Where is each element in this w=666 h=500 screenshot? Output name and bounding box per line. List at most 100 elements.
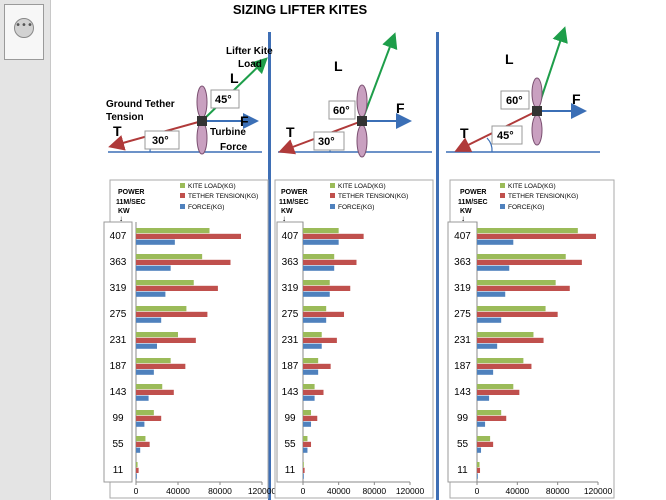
bar bbox=[136, 462, 138, 468]
angle-top-label: 60° bbox=[506, 95, 523, 107]
category-label: 99 bbox=[284, 413, 296, 424]
power-axis-label-line1: POWER bbox=[281, 189, 307, 196]
L-label: L bbox=[505, 51, 514, 67]
bar bbox=[136, 254, 203, 260]
bar bbox=[136, 337, 196, 343]
bar bbox=[303, 254, 335, 260]
angle-bottom-label: 30° bbox=[152, 135, 169, 147]
angle-top-label: 60° bbox=[333, 105, 350, 117]
bar bbox=[136, 395, 149, 401]
legend-swatch bbox=[330, 193, 335, 198]
bar bbox=[303, 265, 335, 271]
bar bbox=[303, 473, 304, 479]
angle-box-bottom bbox=[144, 130, 180, 150]
bar bbox=[136, 473, 137, 479]
bar bbox=[477, 317, 502, 323]
bar bbox=[477, 462, 480, 468]
legend-label: KITE LOAD(KG) bbox=[338, 183, 386, 190]
x-tick-label: 40000 bbox=[327, 486, 351, 496]
bar bbox=[477, 285, 570, 291]
bar bbox=[303, 233, 364, 239]
bar bbox=[477, 254, 566, 260]
angle-box-top bbox=[328, 100, 356, 120]
bar bbox=[136, 369, 154, 375]
bar bbox=[303, 306, 327, 312]
bar bbox=[136, 280, 194, 286]
category-label: 143 bbox=[454, 387, 471, 398]
bar bbox=[136, 285, 218, 291]
bar bbox=[477, 363, 532, 369]
bar bbox=[477, 228, 578, 234]
bar bbox=[136, 306, 187, 312]
down-arrow-icon: ↓ bbox=[461, 214, 465, 223]
thumbnail-sidebar: ••• bbox=[0, 0, 51, 500]
bar bbox=[136, 441, 150, 447]
bar bbox=[477, 441, 494, 447]
legend-label: FORCE(KG) bbox=[188, 204, 224, 211]
angle-arc bbox=[486, 137, 493, 153]
legend-label: FORCE(KG) bbox=[508, 204, 544, 211]
bar bbox=[477, 332, 534, 338]
F-label: F bbox=[396, 100, 405, 116]
bar bbox=[477, 436, 491, 442]
category-label: 187 bbox=[454, 361, 471, 372]
bar bbox=[303, 317, 327, 323]
page-title: SIZING LIFTER KITES bbox=[232, 2, 368, 17]
angle-top-label: 45° bbox=[215, 94, 232, 106]
bar bbox=[303, 332, 322, 338]
category-label: 99 bbox=[112, 413, 124, 424]
T-label: T bbox=[113, 123, 122, 139]
bar bbox=[303, 239, 339, 245]
bar bbox=[136, 410, 154, 416]
column-divider-1 bbox=[268, 32, 271, 500]
bar bbox=[136, 363, 186, 369]
legend-label: TETHER TENSION(KG) bbox=[188, 193, 258, 200]
bar bbox=[303, 436, 308, 442]
bar bbox=[136, 467, 139, 473]
bar bbox=[303, 259, 357, 265]
category-label: 407 bbox=[282, 231, 299, 242]
bar bbox=[303, 467, 305, 473]
category-column bbox=[103, 221, 133, 483]
category-label: 275 bbox=[282, 309, 299, 320]
x-tick-label: 120000 bbox=[396, 486, 425, 496]
x-tick-label: 0 bbox=[301, 486, 306, 496]
category-column bbox=[276, 221, 304, 483]
bar bbox=[136, 343, 157, 349]
down-arrow-icon: ↓ bbox=[282, 214, 286, 223]
bar bbox=[303, 291, 330, 297]
bar bbox=[136, 436, 146, 442]
legend-swatch bbox=[500, 183, 505, 188]
bar bbox=[477, 306, 546, 312]
bar bbox=[136, 332, 178, 338]
category-label: 231 bbox=[454, 335, 471, 346]
turbine-hub bbox=[197, 116, 207, 126]
down-arrow-icon: ↓ bbox=[119, 214, 123, 223]
bar bbox=[477, 337, 544, 343]
bar bbox=[303, 389, 324, 395]
bar bbox=[477, 265, 510, 271]
category-label: 55 bbox=[284, 439, 296, 450]
thumbnail-icon: ••• bbox=[14, 18, 34, 38]
bar bbox=[477, 358, 524, 364]
page-thumbnail[interactable]: ••• bbox=[4, 4, 44, 60]
bar bbox=[303, 441, 312, 447]
category-label: 319 bbox=[110, 283, 127, 294]
x-tick-label: 80000 bbox=[208, 486, 232, 496]
legend-swatch bbox=[500, 204, 505, 209]
bar bbox=[303, 343, 322, 349]
legend-swatch bbox=[500, 193, 505, 198]
category-label: 231 bbox=[110, 335, 127, 346]
bar bbox=[477, 343, 498, 349]
bar-chart-1: POWER 11M/SEC KW↓ KITE LOAD(KG) TETHER TENSI… bbox=[103, 179, 276, 499]
power-axis-label-line3: KW bbox=[281, 208, 293, 215]
bar bbox=[477, 280, 556, 286]
column-divider-2 bbox=[436, 32, 439, 500]
legend-swatch bbox=[180, 193, 185, 198]
tension-label-line2: Tension bbox=[106, 112, 144, 123]
power-axis-label-line2: 11M/SEC bbox=[279, 199, 309, 206]
category-label: 407 bbox=[110, 231, 127, 242]
bar bbox=[477, 239, 514, 245]
